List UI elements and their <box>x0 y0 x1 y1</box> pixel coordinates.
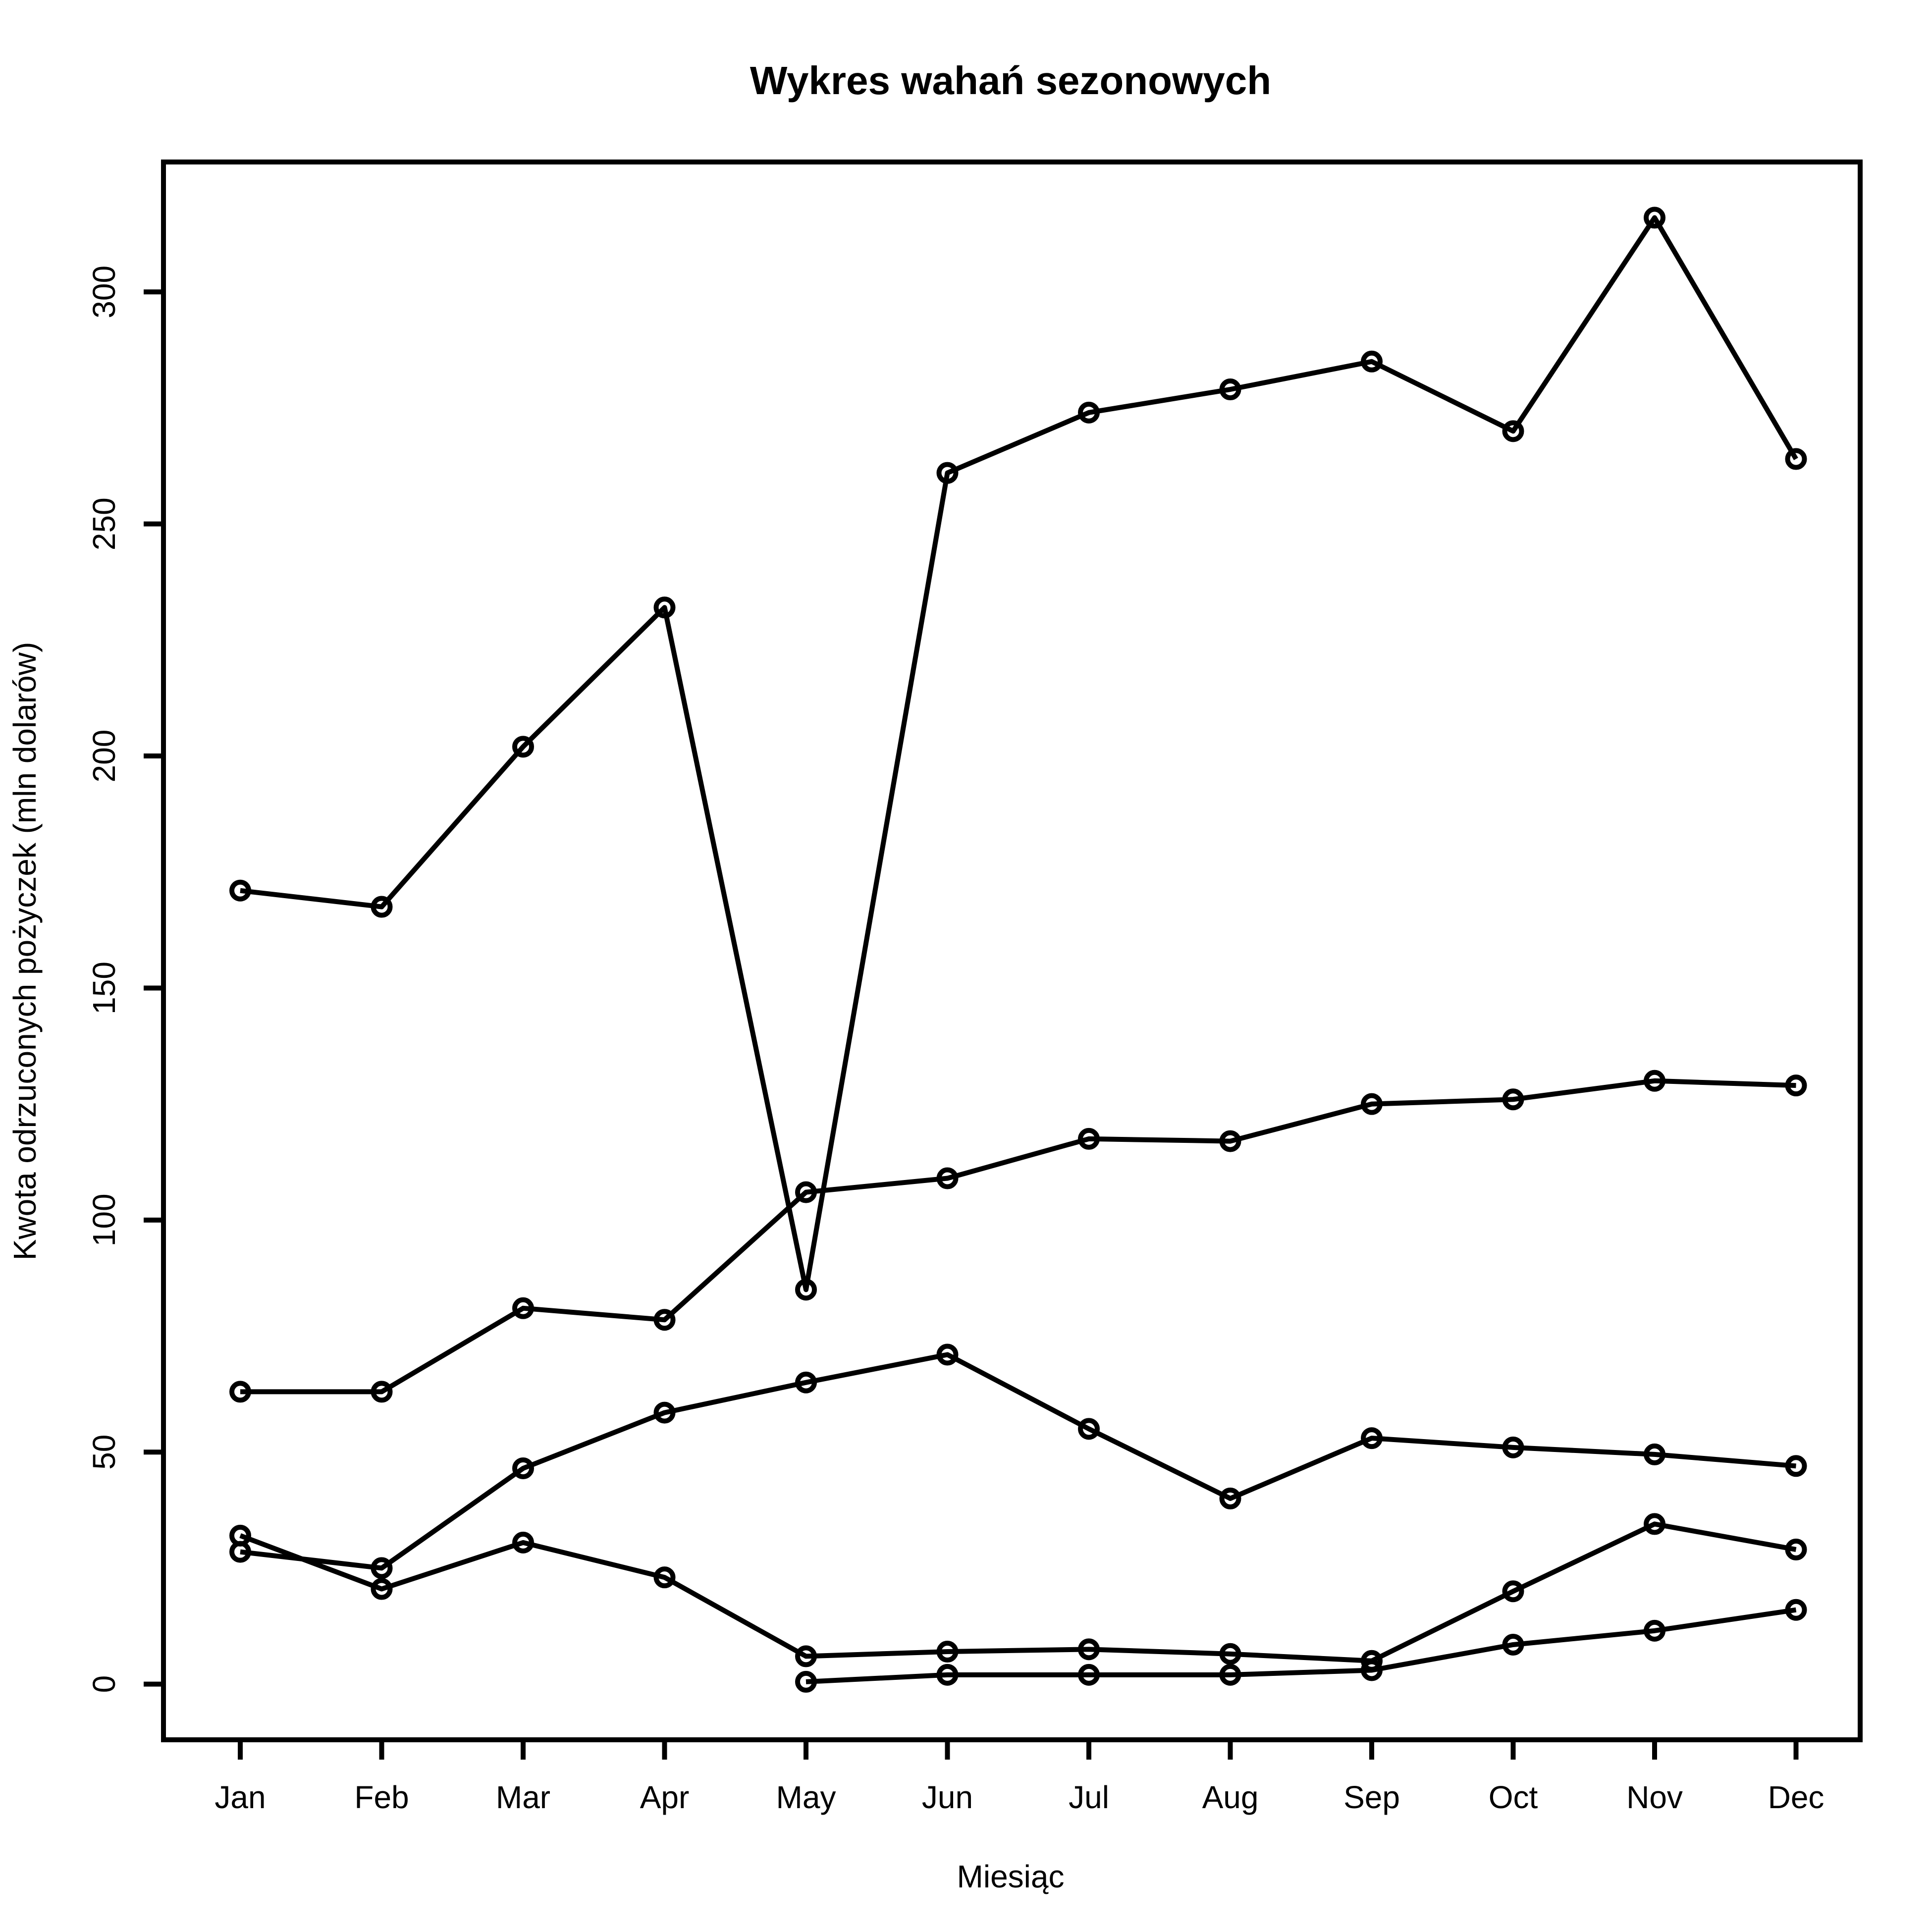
data-point <box>1644 1070 1665 1092</box>
data-point <box>1644 207 1665 229</box>
data-point <box>795 1279 817 1301</box>
data-point <box>1785 1455 1807 1477</box>
x-tick-label: Jun <box>922 1779 973 1815</box>
series-line <box>240 215 1798 1292</box>
y-axis-label: Kwota odrzuconych pożyczek (mln dolarów) <box>7 642 43 1261</box>
x-tick-label: Dec <box>1768 1779 1825 1815</box>
data-point <box>653 1309 676 1331</box>
data-point <box>1502 1436 1524 1458</box>
data-point <box>1078 1127 1100 1150</box>
x-tick-label: Apr <box>640 1779 690 1815</box>
x-tick-label: Sep <box>1343 1779 1400 1815</box>
x-tick-label: Mar <box>496 1779 550 1815</box>
x-tick-label: Oct <box>1489 1779 1538 1815</box>
data-point <box>1644 1513 1665 1535</box>
x-tick-label: Nov <box>1626 1779 1683 1815</box>
series-1 <box>229 207 1807 1301</box>
y-tick-label: 50 <box>86 1435 122 1470</box>
data-point <box>1078 1418 1100 1440</box>
data-point <box>1502 1088 1524 1111</box>
data-point <box>936 1167 959 1189</box>
x-tick-label: Jan <box>215 1779 266 1815</box>
data-point <box>795 1645 817 1667</box>
y-tick-label: 300 <box>86 266 122 319</box>
data-point <box>936 462 959 484</box>
data-point <box>1078 401 1100 424</box>
data-point <box>1502 420 1524 442</box>
data-point <box>1219 1664 1241 1686</box>
y-tick-label: 200 <box>86 730 122 783</box>
data-point <box>512 1531 534 1554</box>
data-point <box>1502 1633 1524 1656</box>
data-point <box>229 1381 251 1403</box>
data-point <box>1502 1580 1524 1603</box>
series-4 <box>229 1513 1807 1672</box>
y-tick-label: 250 <box>86 497 122 550</box>
y-axis: 0 50 100 150 200 250 300 <box>86 266 166 1693</box>
x-axis-label: Miesiąc <box>957 1859 1065 1894</box>
data-point <box>1361 350 1383 373</box>
series-line <box>805 1607 1797 1684</box>
series-3 <box>229 1343 1807 1579</box>
data-point <box>1219 378 1241 401</box>
data-point <box>653 1401 676 1424</box>
data-point <box>795 1181 817 1203</box>
data-point <box>1785 448 1807 470</box>
data-point <box>1078 1638 1100 1661</box>
data-point <box>1361 1659 1383 1681</box>
y-tick-label: 100 <box>86 1193 122 1246</box>
data-point <box>936 1343 959 1366</box>
data-point <box>1361 1093 1383 1115</box>
data-point <box>1219 1487 1241 1509</box>
y-tick-label: 0 <box>86 1675 122 1693</box>
chart-title: Wykres wahań sezonowych <box>750 58 1271 103</box>
data-point <box>795 1371 817 1394</box>
series-line <box>240 1078 1796 1395</box>
series-line <box>240 1352 1796 1571</box>
series-layer <box>229 207 1807 1693</box>
data-point <box>1361 1427 1383 1449</box>
series-5 <box>795 1599 1807 1693</box>
data-point <box>1785 1538 1807 1560</box>
x-tick-label: Feb <box>354 1779 409 1815</box>
data-point <box>229 1524 251 1547</box>
data-point <box>653 1566 676 1589</box>
x-tick-label: Aug <box>1202 1779 1259 1815</box>
data-point <box>371 896 393 918</box>
data-point <box>512 736 534 758</box>
data-point <box>512 1457 534 1479</box>
x-axis: Jan Feb Mar Apr May Jun Jul Aug Sep Oct Nov Dec <box>215 1737 1825 1815</box>
data-point <box>229 879 251 902</box>
data-point <box>1785 1599 1807 1621</box>
data-point <box>371 1557 393 1579</box>
x-tick-label: May <box>776 1779 836 1815</box>
data-point <box>795 1670 817 1693</box>
data-point <box>1644 1619 1665 1642</box>
data-point <box>653 596 676 619</box>
data-point <box>371 1381 393 1403</box>
series-line <box>239 1521 1797 1664</box>
data-point <box>1785 1074 1807 1097</box>
data-point <box>936 1664 959 1686</box>
data-point <box>371 1578 393 1600</box>
data-point <box>1219 1643 1241 1665</box>
series-2 <box>229 1070 1807 1403</box>
y-tick-label: 150 <box>86 962 122 1015</box>
data-point <box>1219 1130 1241 1152</box>
data-point <box>512 1297 534 1319</box>
data-point <box>936 1641 959 1663</box>
x-tick-label: Jul <box>1069 1779 1109 1815</box>
data-point <box>1644 1443 1665 1465</box>
plot-frame <box>161 160 1863 1742</box>
data-point <box>1078 1664 1100 1686</box>
